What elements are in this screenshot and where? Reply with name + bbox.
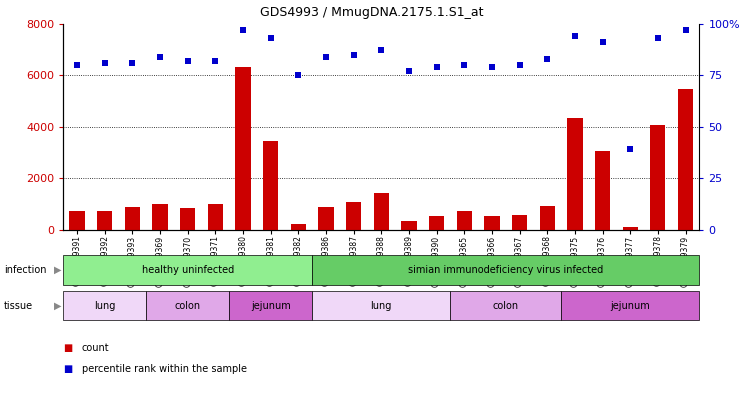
Point xyxy=(486,64,498,70)
Bar xyxy=(484,216,499,230)
Text: ▶: ▶ xyxy=(54,301,62,310)
Point xyxy=(679,27,691,33)
Bar xyxy=(291,224,306,230)
Point xyxy=(347,51,359,58)
Bar xyxy=(318,207,333,230)
Text: jejunum: jejunum xyxy=(610,301,650,310)
Text: colon: colon xyxy=(175,301,201,310)
Bar xyxy=(346,202,362,230)
Text: ■: ■ xyxy=(63,364,72,374)
Bar xyxy=(595,151,610,230)
Point xyxy=(71,62,83,68)
Point xyxy=(292,72,304,78)
Point xyxy=(99,60,111,66)
Text: jejunum: jejunum xyxy=(251,301,291,310)
Text: infection: infection xyxy=(4,265,46,275)
Text: lung: lung xyxy=(94,301,115,310)
Text: tissue: tissue xyxy=(4,301,33,310)
Text: colon: colon xyxy=(493,301,519,310)
Bar xyxy=(539,206,555,230)
Bar xyxy=(678,89,693,230)
Point xyxy=(431,64,443,70)
Point xyxy=(403,68,415,74)
Bar xyxy=(567,118,583,230)
Bar xyxy=(235,68,251,230)
Text: lung: lung xyxy=(371,301,392,310)
Bar xyxy=(180,209,196,230)
Point xyxy=(320,53,332,60)
Text: ■: ■ xyxy=(63,343,72,353)
Point xyxy=(597,39,609,45)
Bar xyxy=(97,211,112,230)
Point xyxy=(652,35,664,41)
Bar xyxy=(153,204,167,230)
Text: ▶: ▶ xyxy=(54,265,62,275)
Point xyxy=(513,62,525,68)
Point xyxy=(182,58,193,64)
Bar xyxy=(429,216,444,230)
Bar xyxy=(208,204,223,230)
Point xyxy=(569,33,581,39)
Point xyxy=(624,146,636,152)
Bar xyxy=(125,208,140,230)
Bar xyxy=(512,215,527,230)
Text: healthy uninfected: healthy uninfected xyxy=(141,265,234,275)
Point xyxy=(542,55,554,62)
Point xyxy=(126,60,138,66)
Text: count: count xyxy=(82,343,109,353)
Point xyxy=(154,53,166,60)
Bar xyxy=(69,211,85,230)
Point xyxy=(458,62,470,68)
Point xyxy=(265,35,277,41)
Text: GDS4993 / MmugDNA.2175.1.S1_at: GDS4993 / MmugDNA.2175.1.S1_at xyxy=(260,6,484,19)
Bar xyxy=(457,211,472,230)
Point xyxy=(209,58,221,64)
Text: simian immunodeficiency virus infected: simian immunodeficiency virus infected xyxy=(408,265,603,275)
Bar xyxy=(401,221,417,230)
Point xyxy=(237,27,249,33)
Bar xyxy=(373,193,389,230)
Bar xyxy=(623,226,638,230)
Bar xyxy=(263,141,278,230)
Text: percentile rank within the sample: percentile rank within the sample xyxy=(82,364,247,374)
Bar xyxy=(650,125,665,230)
Point xyxy=(376,47,388,53)
